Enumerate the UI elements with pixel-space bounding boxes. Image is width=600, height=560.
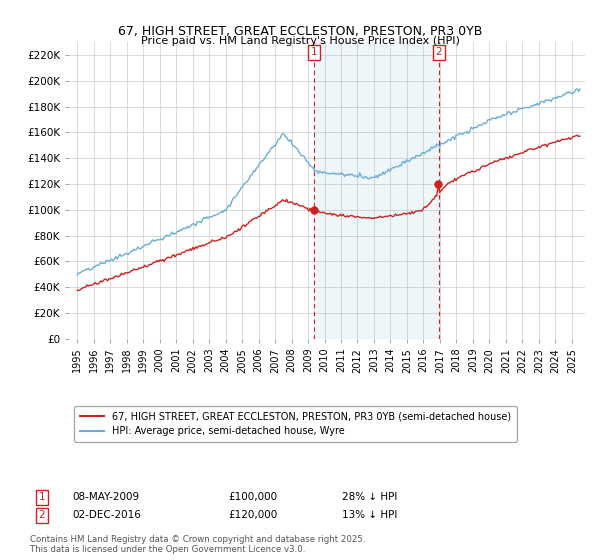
Text: £120,000: £120,000 [228,510,277,520]
Text: 08-MAY-2009: 08-MAY-2009 [72,492,139,502]
Bar [314,42,439,339]
Text: 67, HIGH STREET, GREAT ECCLESTON, PRESTON, PR3 0YB: 67, HIGH STREET, GREAT ECCLESTON, PRESTO… [118,25,482,38]
Text: £100,000: £100,000 [228,492,277,502]
Text: Price paid vs. HM Land Registry's House Price Index (HPI): Price paid vs. HM Land Registry's House … [140,36,460,46]
Text: 2: 2 [435,48,442,57]
Text: Contains HM Land Registry data © Crown copyright and database right 2025.
This d: Contains HM Land Registry data © Crown c… [30,535,365,554]
Text: 1: 1 [38,492,46,502]
Text: 13% ↓ HPI: 13% ↓ HPI [342,510,397,520]
Text: 28% ↓ HPI: 28% ↓ HPI [342,492,397,502]
Text: 02-DEC-2016: 02-DEC-2016 [72,510,141,520]
Legend: 67, HIGH STREET, GREAT ECCLESTON, PRESTON, PR3 0YB (semi-detached house), HPI: A: 67, HIGH STREET, GREAT ECCLESTON, PRESTO… [74,406,517,442]
Text: 1: 1 [310,48,317,57]
Text: 2: 2 [38,510,46,520]
